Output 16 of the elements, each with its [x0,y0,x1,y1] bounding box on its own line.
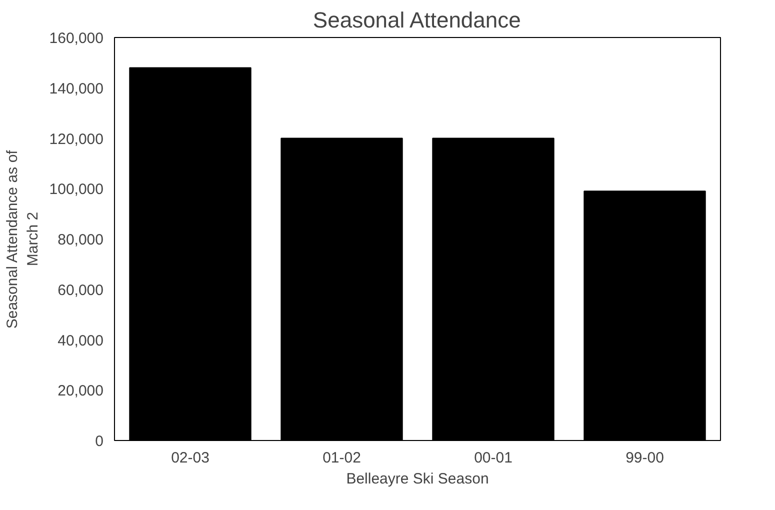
y-tick-label: 40,000 [58,332,104,350]
y-tick-label: 60,000 [58,282,104,299]
y-tick-label: 100,000 [49,181,104,198]
x-tick-label: 02-03 [171,450,210,466]
y-tick-label: 120,000 [49,130,104,148]
x-tick-label: 01-02 [322,450,361,466]
y-tick-label: 0 [95,433,104,450]
x-tick-label: 00-01 [474,450,512,466]
y-tick-label: 160,000 [49,30,104,47]
x-tick-label: 99-00 [626,450,664,466]
y-tick-label: 80,000 [58,232,104,248]
y-axis-title: Seasonal Attendance as of March 2 [4,149,42,329]
x-axis-title: Belleayre Ski Season [346,470,489,488]
chart-title: Seasonal Attendance [312,8,521,32]
y-tick-label: 20,000 [58,382,104,400]
y-tick-label: 140,000 [49,80,104,98]
